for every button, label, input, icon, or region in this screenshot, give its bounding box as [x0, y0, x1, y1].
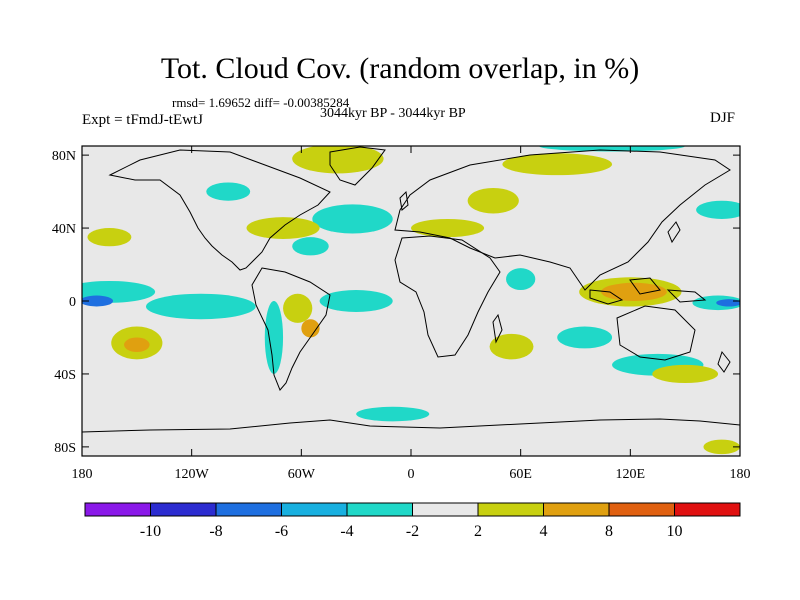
colorbar-label: -2	[406, 523, 419, 540]
colorbar-label: -10	[140, 523, 161, 540]
anomaly-layer	[82, 146, 740, 455]
lat-label: 0	[69, 295, 76, 310]
colorbar-box	[150, 502, 217, 517]
anomaly-region-24	[652, 364, 719, 384]
colorbar-box	[477, 502, 544, 517]
period-label: 3044kyr BP - 3044kyr BP	[320, 106, 466, 121]
anomaly-region-2	[145, 293, 256, 320]
lon-label: 120E	[616, 467, 646, 482]
colorbar-box	[346, 502, 413, 517]
colorbar-label: 8	[605, 523, 613, 540]
colorbar-label: 2	[474, 523, 482, 540]
anomaly-region-4	[124, 337, 150, 353]
lon-label: 0	[408, 467, 415, 482]
lat-label: 40S	[54, 368, 76, 383]
colorbar-label: -6	[275, 523, 288, 540]
anomaly-region-30	[87, 228, 132, 247]
anomaly-region-28	[206, 182, 251, 201]
anomaly-region-6	[283, 293, 313, 323]
anomaly-region-13	[467, 187, 519, 214]
anomaly-region-9	[312, 204, 393, 234]
anomaly-region-8	[319, 290, 393, 312]
season-label: DJF	[710, 110, 736, 126]
anomaly-region-27	[506, 268, 536, 291]
colorbar-boxes	[84, 502, 741, 517]
longitude-axis: 180 120W 60W 0 60E 120E 180	[72, 146, 751, 482]
anomaly-region-25	[356, 406, 430, 422]
colorbar-label: -4	[340, 523, 353, 540]
anomaly-region-10	[246, 217, 320, 239]
plot-title: Tot. Cloud Cov. (random overlap, in %)	[160, 52, 640, 85]
experiment-label: Expt = tFmdJ-tEwtJ	[82, 112, 203, 128]
colorbar-label: -8	[209, 523, 222, 540]
stats-label: rmsd= 1.69652 diff= -0.00385284	[172, 95, 350, 110]
colorbar-box	[412, 502, 479, 517]
anomaly-region-23	[557, 326, 613, 349]
colorbar-labels: -10 -8 -6 -4 -2 2 4 8 10	[140, 523, 683, 540]
anomaly-region-26	[703, 439, 740, 455]
lon-label: 180	[72, 467, 93, 482]
coastlines	[82, 146, 740, 433]
anomaly-region-12	[411, 218, 485, 238]
anomaly-region-11	[292, 237, 329, 256]
lat-label: 80S	[54, 441, 76, 456]
colorbar-box	[281, 502, 348, 517]
anomaly-region-22	[489, 333, 534, 360]
lon-label: 60W	[288, 467, 316, 482]
anomaly-region-29	[696, 200, 740, 219]
anomaly-region-15	[538, 146, 686, 152]
lat-label: 80N	[52, 149, 76, 164]
colorbar-box	[674, 502, 741, 517]
colorbar-box	[84, 502, 151, 517]
colorbar-box	[608, 502, 675, 517]
lon-label: 120W	[175, 467, 210, 482]
lon-label: 60E	[509, 467, 532, 482]
anomaly-region-7	[301, 319, 320, 338]
anomaly-region-5	[264, 301, 284, 374]
anomaly-region-14	[502, 153, 613, 176]
anomaly-region-16	[292, 146, 384, 174]
lon-label: 180	[730, 467, 751, 482]
colorbar-box	[215, 502, 282, 517]
latitude-axis: 80N 40N 0 40S 80S	[52, 149, 740, 456]
colorbar-box	[543, 502, 610, 517]
anomaly-region-1	[82, 295, 114, 307]
colorbar-label: 10	[667, 523, 683, 540]
lat-label: 40N	[52, 222, 76, 237]
colorbar-label: 4	[540, 523, 548, 540]
